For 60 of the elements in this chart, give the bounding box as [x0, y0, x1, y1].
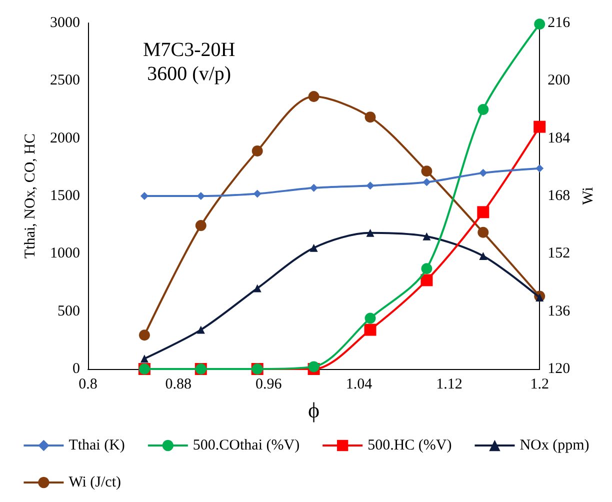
point: [420, 274, 433, 286]
point: [366, 228, 374, 237]
y-tick-label: 2500: [50, 72, 80, 89]
point: [422, 232, 431, 240]
y-tick-label: 500: [58, 303, 80, 320]
y2-tick-label: 216: [548, 15, 571, 31]
y2-axis-title: Wi: [580, 187, 596, 205]
y-tick-label: 2000: [50, 130, 80, 146]
point: [310, 184, 318, 192]
legend-label: 500.HC (%V): [368, 438, 452, 454]
point: [366, 182, 374, 190]
legend-label: Wi (J/ct): [68, 474, 121, 490]
point: [140, 354, 148, 363]
x-tick-label: 1.2: [530, 376, 549, 392]
y-tick-label: 0: [72, 361, 80, 377]
x-axis-title: ϕ: [308, 398, 320, 422]
point: [478, 104, 489, 115]
point: [196, 326, 205, 334]
point: [138, 330, 150, 341]
point: [422, 178, 431, 186]
point: [195, 220, 206, 232]
point: [308, 361, 320, 372]
point: [478, 226, 489, 238]
x-tick-label: 0.88: [165, 376, 192, 392]
point: [308, 91, 320, 102]
point: [421, 263, 432, 274]
x-tick-label: 0.8: [78, 376, 98, 392]
point: [534, 18, 546, 30]
y2-tick-label: 136: [548, 303, 571, 320]
point: [477, 206, 490, 218]
point: [252, 145, 263, 156]
point: [364, 324, 376, 336]
point: [253, 284, 262, 292]
y2-tick-label: 152: [548, 246, 570, 262]
point: [536, 164, 544, 172]
y-tick-label: 3000: [50, 15, 80, 31]
annotation: M7C3-20H 3600 (v/p): [142, 39, 236, 85]
point: [364, 312, 376, 324]
point: [479, 168, 488, 177]
y2-tick-label: 168: [548, 188, 570, 204]
y2-tick-label: 184: [548, 130, 571, 146]
x-tick-label: 0.96: [256, 376, 282, 392]
point: [479, 252, 488, 260]
point: [364, 112, 376, 123]
point: [310, 244, 318, 252]
point: [534, 120, 546, 133]
point: [253, 190, 262, 198]
point: [536, 293, 544, 302]
x-tick-label: 1.04: [346, 376, 373, 392]
legend-label: Tthai (K): [68, 438, 125, 454]
x-tick-label: 1.12: [436, 376, 462, 392]
y2-tick-label: 120: [548, 361, 570, 377]
legend-label: NOx (ppm): [520, 438, 590, 454]
point: [421, 166, 432, 177]
y-tick-label: 1500: [50, 188, 80, 204]
legend-label: 500.COthai (%V): [192, 438, 300, 454]
y2-tick-label: 200: [548, 72, 570, 89]
y-axis-title: Tthai, NOx, CO, HC: [22, 134, 38, 258]
y-tick-label: 1000: [50, 246, 80, 262]
point: [140, 192, 148, 200]
